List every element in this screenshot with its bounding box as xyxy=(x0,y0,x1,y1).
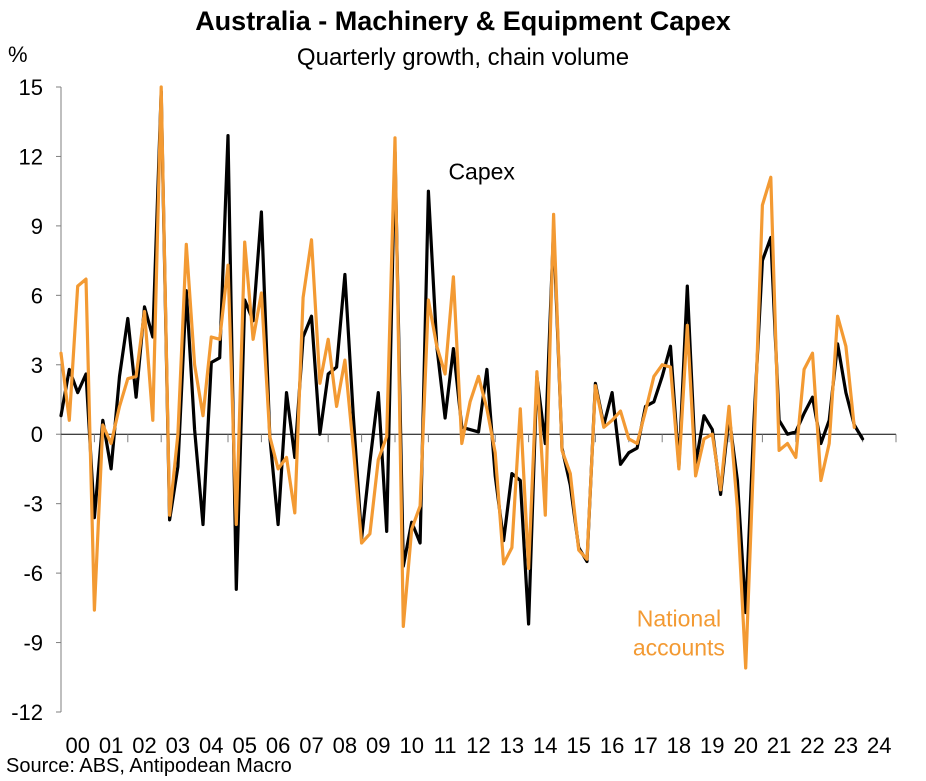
x-tick-label: 05 xyxy=(232,733,256,758)
x-tick-label: 18 xyxy=(667,733,691,758)
y-tick-label: -12 xyxy=(11,700,43,725)
y-tick-label: -3 xyxy=(23,492,43,517)
x-tick-label: 17 xyxy=(633,733,657,758)
x-tick-label: 20 xyxy=(733,733,757,758)
x-tick-label: 13 xyxy=(500,733,524,758)
x-tick-label: 22 xyxy=(800,733,824,758)
y-axis-unit-label: % xyxy=(8,42,28,67)
x-tick-label: 15 xyxy=(566,733,590,758)
x-tick-label: 21 xyxy=(767,733,791,758)
series-line-national-accounts xyxy=(59,85,856,670)
y-tick-label: 0 xyxy=(31,422,43,447)
x-tick-label: 01 xyxy=(99,733,123,758)
x-tick-label: 07 xyxy=(299,733,323,758)
labels-layer: Capex National accounts xyxy=(448,159,724,661)
x-tick-label: 11 xyxy=(434,733,457,758)
x-tick-label: 12 xyxy=(466,733,490,758)
x-tick-label: 09 xyxy=(366,733,390,758)
x-tick-label: 10 xyxy=(399,733,423,758)
x-tick-label: 23 xyxy=(834,733,858,758)
y-tick-label: -6 xyxy=(23,561,43,586)
series-annotation: Capex xyxy=(448,159,515,185)
axes: 15 12 9 6 3 0 -3 -6 -9 -12 00 01 02 03 04 05 06 07 08 09 10 1… xyxy=(11,75,897,758)
x-tick-label: 19 xyxy=(700,733,724,758)
x-tick-label: 03 xyxy=(166,733,190,758)
x-tick-label: 06 xyxy=(266,733,290,758)
y-tick-label: 9 xyxy=(31,214,43,239)
chart-subtitle: Quarterly growth, chain volume xyxy=(296,44,630,71)
x-tick-label: 24 xyxy=(867,733,891,758)
y-tick-label: 15 xyxy=(19,75,43,100)
x-tick-label: 08 xyxy=(333,733,357,758)
series-annotation: National xyxy=(637,605,721,631)
x-tick-label: 16 xyxy=(600,733,624,758)
y-tick-label: 3 xyxy=(31,353,43,378)
chart-title: Australia - Machinery & Equipment Capex xyxy=(195,6,731,36)
x-tick-label: 04 xyxy=(199,733,223,758)
x-tick-label: 00 xyxy=(65,733,89,758)
x-tick-label: 02 xyxy=(132,733,156,758)
x-tick-label: 14 xyxy=(533,733,557,758)
source-note: Source: ABS, Antipodean Macro xyxy=(6,755,292,777)
y-tick-label: -9 xyxy=(23,631,43,656)
y-tick-label: 12 xyxy=(19,144,43,169)
series-layer xyxy=(59,85,865,670)
y-tick-label: 6 xyxy=(31,283,43,308)
series-annotation: accounts xyxy=(633,634,725,660)
